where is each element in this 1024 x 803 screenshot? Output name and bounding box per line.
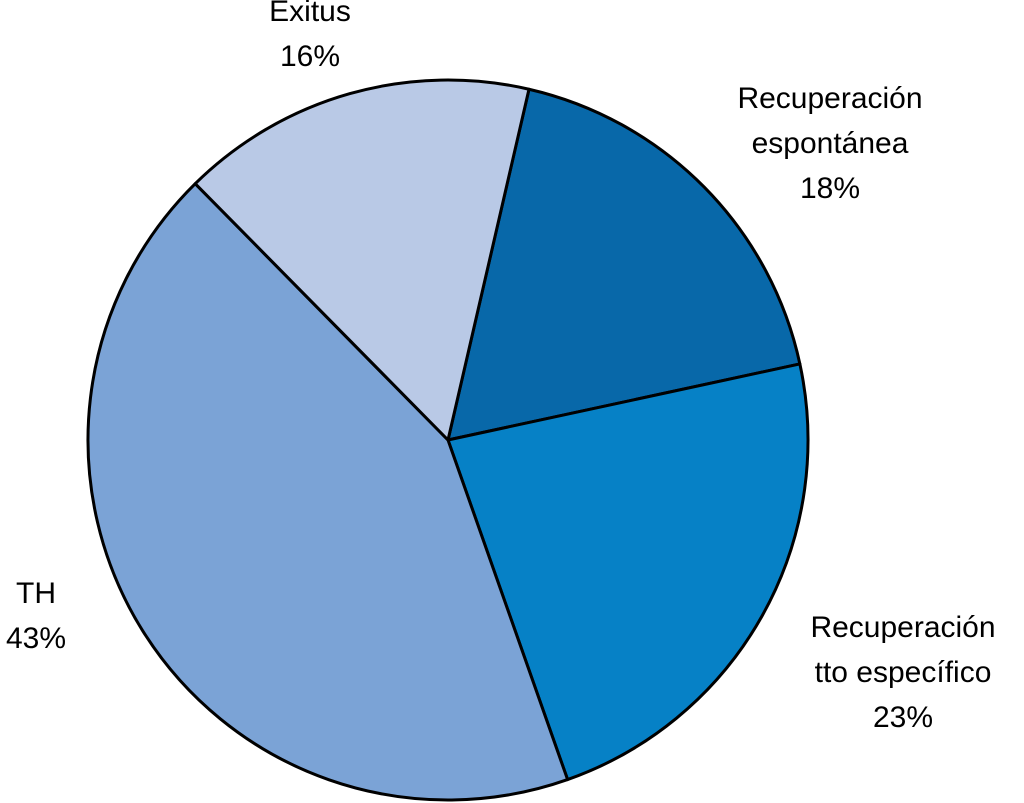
pie-labels: Recuperación espontánea 18% Recuperación tto… [6,0,996,734]
slice-category-label: Recuperación [737,82,922,115]
pie-slice-label-0: Recuperación espontánea 18% [737,82,922,205]
slice-value-label: 23% [873,701,933,734]
pie-slice-1 [446,362,810,782]
slice-value-label: 43% [6,622,66,655]
slice-category-label: espontánea [752,127,909,160]
slice-value-label: 16% [280,40,340,73]
slice-category-label: TH [16,577,56,610]
pie-slices [86,78,810,802]
slice-category-label: Recuperación [810,611,995,644]
slice-value-label: 18% [800,172,860,205]
pie-slice-label-3: Exitus 16% [269,0,351,73]
pie-slice-label-2: TH 43% [6,577,66,655]
slice-category-label: tto específico [815,656,992,689]
pie-slice-2 [86,182,570,802]
pie-slice-3 [193,78,531,442]
pie-slice-0 [446,87,802,442]
pie-slice-label-1: Recuperación tto específico 23% [810,611,995,734]
slice-category-label: Exitus [269,0,351,28]
